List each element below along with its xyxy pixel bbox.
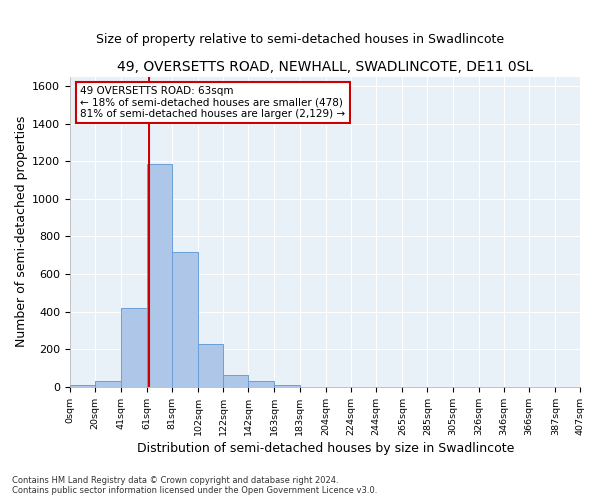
Bar: [248, 382, 274, 387]
Bar: [121, 308, 146, 387]
Bar: [172, 252, 198, 387]
Bar: [146, 164, 172, 387]
Y-axis label: Number of semi-detached properties: Number of semi-detached properties: [15, 116, 28, 348]
Text: Contains HM Land Registry data © Crown copyright and database right 2024.
Contai: Contains HM Land Registry data © Crown c…: [12, 476, 377, 495]
Bar: [95, 382, 121, 387]
Title: 49, OVERSETTS ROAD, NEWHALL, SWADLINCOTE, DE11 0SL: 49, OVERSETTS ROAD, NEWHALL, SWADLINCOTE…: [117, 60, 533, 74]
X-axis label: Distribution of semi-detached houses by size in Swadlincote: Distribution of semi-detached houses by …: [137, 442, 514, 455]
Bar: [198, 344, 223, 387]
Bar: [70, 385, 95, 387]
Text: 49 OVERSETTS ROAD: 63sqm
← 18% of semi-detached houses are smaller (478)
81% of : 49 OVERSETTS ROAD: 63sqm ← 18% of semi-d…: [80, 86, 346, 119]
Bar: [223, 374, 248, 387]
Text: Size of property relative to semi-detached houses in Swadlincote: Size of property relative to semi-detach…: [96, 32, 504, 46]
Bar: [274, 385, 299, 387]
